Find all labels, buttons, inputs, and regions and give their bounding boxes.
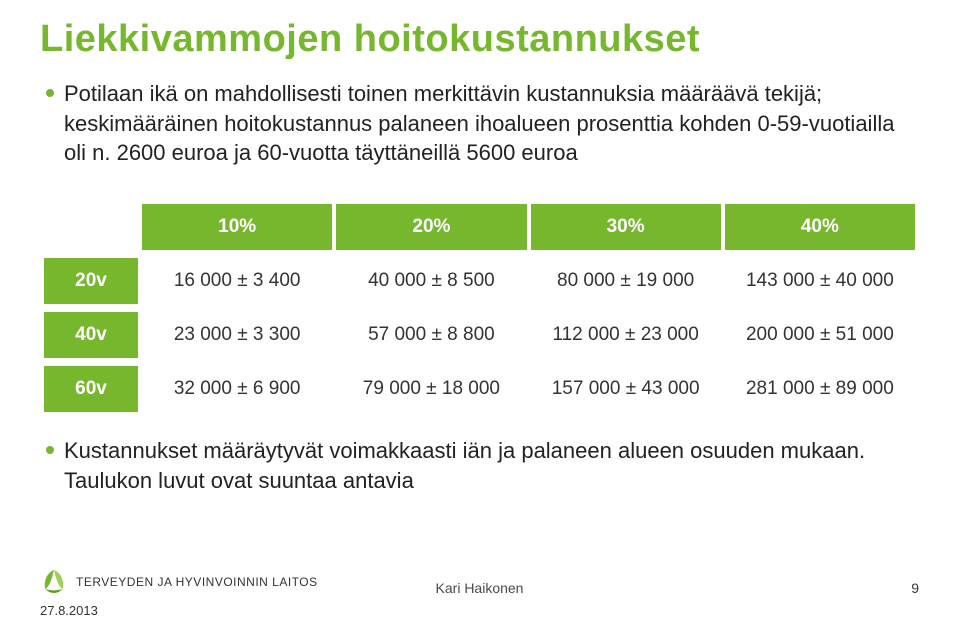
footer-author: Kari Haikonen [436,580,524,596]
table-row: 20v 16 000 ± 3 400 40 000 ± 8 500 80 000… [44,258,915,304]
table-cell: 157 000 ± 43 000 [531,366,721,412]
leaf-icon [40,568,68,596]
table-header-cell: 10% [142,204,332,250]
table-cell: 79 000 ± 18 000 [336,366,526,412]
intro-bullet-text: Potilaan ikä on mahdollisesti toinen mer… [64,79,919,168]
table-rowhead: 40v [44,312,138,358]
intro-bullets: Potilaan ikä on mahdollisesti toinen mer… [46,79,919,168]
table-header-row: 10% 20% 30% 40% [44,204,915,250]
table-cell: 112 000 ± 23 000 [531,312,721,358]
table-cell: 23 000 ± 3 300 [142,312,332,358]
table-header-blank [44,204,138,250]
table-cell: 16 000 ± 3 400 [142,258,332,304]
intro-bullet: Potilaan ikä on mahdollisesti toinen mer… [46,79,919,168]
table-cell: 32 000 ± 6 900 [142,366,332,412]
closing-bullets: Kustannukset määräytyvät voimakkaasti iä… [46,436,919,495]
footer: TERVEYDEN JA HYVINVOINNIN LAITOS 27.8.20… [0,568,959,596]
table-cell: 80 000 ± 19 000 [531,258,721,304]
table-header-cell: 40% [725,204,915,250]
table-rowhead: 60v [44,366,138,412]
table-cell: 281 000 ± 89 000 [725,366,915,412]
table-header-cell: 20% [336,204,526,250]
page-title: Liekkivammojen hoitokustannukset [40,18,919,61]
table-row: 60v 32 000 ± 6 900 79 000 ± 18 000 157 0… [44,366,915,412]
footer-date-row: 27.8.2013 [40,603,98,618]
table-cell: 200 000 ± 51 000 [725,312,915,358]
table-rowhead: 20v [44,258,138,304]
table-cell: 143 000 ± 40 000 [725,258,915,304]
footer-brand-text: TERVEYDEN JA HYVINVOINNIN LAITOS [76,575,318,589]
table-header-cell: 30% [531,204,721,250]
footer-date-text: 27.8.2013 [40,603,98,618]
bullet-dot-icon [46,446,54,454]
table-cell: 57 000 ± 8 800 [336,312,526,358]
closing-bullet: Kustannukset määräytyvät voimakkaasti iä… [46,436,919,495]
bullet-dot-icon [46,89,54,97]
table-row: 40v 23 000 ± 3 300 57 000 ± 8 800 112 00… [44,312,915,358]
footer-page-number: 9 [911,580,919,596]
cost-table-wrap: 10% 20% 30% 40% 20v 16 000 ± 3 400 40 00… [40,196,919,420]
slide: Liekkivammojen hoitokustannukset Potilaa… [0,0,959,630]
footer-brand: TERVEYDEN JA HYVINVOINNIN LAITOS [40,568,318,596]
table-cell: 40 000 ± 8 500 [336,258,526,304]
closing-bullet-text: Kustannukset määräytyvät voimakkaasti iä… [64,436,919,495]
cost-table: 10% 20% 30% 40% 20v 16 000 ± 3 400 40 00… [40,196,919,420]
